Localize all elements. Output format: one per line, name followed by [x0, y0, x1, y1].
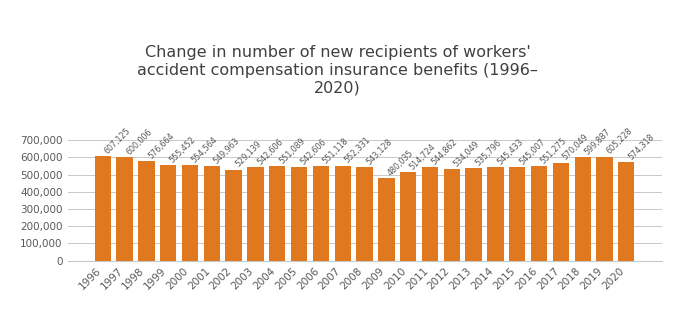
- Text: 605,228: 605,228: [605, 127, 634, 156]
- Text: 545,433: 545,433: [495, 137, 525, 166]
- Bar: [95, 156, 111, 261]
- Text: 552,331: 552,331: [343, 136, 372, 165]
- Text: 600,006: 600,006: [124, 128, 154, 157]
- Text: 534,049: 534,049: [452, 139, 481, 168]
- Text: 599,887: 599,887: [583, 127, 612, 157]
- Text: 555,452: 555,452: [168, 135, 198, 165]
- Text: 529,139: 529,139: [234, 140, 263, 169]
- Bar: [378, 178, 394, 261]
- Text: 551,089: 551,089: [277, 136, 306, 165]
- Text: 535,796: 535,796: [474, 138, 503, 168]
- Text: 570,049: 570,049: [561, 133, 591, 162]
- Text: Change in number of new recipients of workers'
accident compensation insurance b: Change in number of new recipients of wo…: [137, 45, 538, 95]
- Bar: [596, 157, 613, 261]
- Bar: [509, 167, 525, 261]
- Bar: [160, 165, 176, 261]
- Bar: [422, 167, 438, 261]
- Bar: [443, 169, 460, 261]
- Bar: [138, 161, 155, 261]
- Bar: [553, 163, 569, 261]
- Text: 554,564: 554,564: [190, 135, 219, 165]
- Bar: [356, 167, 373, 261]
- Text: 514,724: 514,724: [408, 142, 437, 172]
- Bar: [335, 166, 351, 261]
- Bar: [269, 166, 286, 261]
- Text: 542,606: 542,606: [255, 137, 285, 167]
- Bar: [116, 157, 133, 261]
- Bar: [487, 167, 504, 261]
- Bar: [204, 166, 220, 261]
- Text: 574,318: 574,318: [626, 132, 655, 161]
- Text: 545,007: 545,007: [517, 137, 547, 166]
- Text: 576,664: 576,664: [146, 132, 176, 161]
- Bar: [531, 166, 547, 261]
- Bar: [400, 172, 416, 261]
- Text: 549,963: 549,963: [212, 136, 241, 166]
- Bar: [247, 167, 264, 261]
- Text: 551,275: 551,275: [539, 136, 569, 165]
- Bar: [618, 162, 634, 261]
- Bar: [574, 157, 591, 261]
- Text: 607,125: 607,125: [103, 126, 132, 156]
- Bar: [465, 168, 482, 261]
- Text: 543,128: 543,128: [364, 137, 394, 167]
- Text: 551,118: 551,118: [321, 136, 350, 165]
- Bar: [225, 170, 242, 261]
- Bar: [182, 165, 198, 261]
- Text: 544,862: 544,862: [430, 137, 460, 166]
- Text: 480,035: 480,035: [386, 148, 416, 178]
- Bar: [313, 166, 329, 261]
- Bar: [291, 167, 307, 261]
- Text: 542,606: 542,606: [299, 137, 329, 167]
